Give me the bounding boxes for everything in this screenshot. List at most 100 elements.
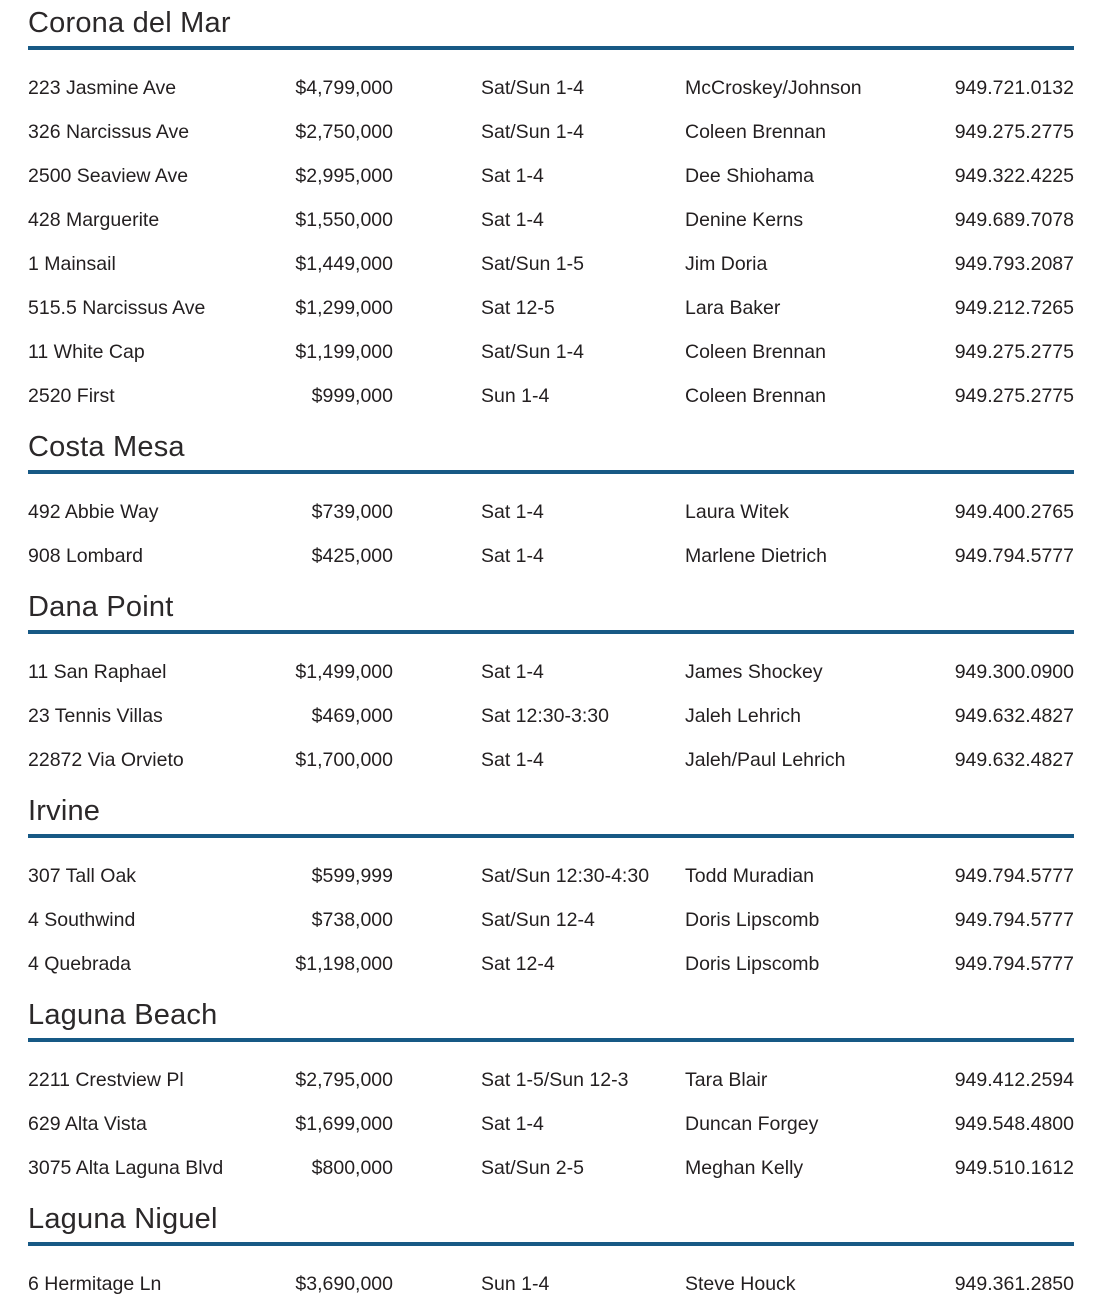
listing-row: 2211 Crestview Pl $2,795,000 Sat 1-5/Sun… — [28, 1058, 1074, 1102]
listing-price: $1,299,000 — [295, 297, 393, 319]
listing-agent: James Shockey — [685, 661, 823, 683]
listing-agent: Jaleh Lehrich — [685, 705, 801, 727]
listing-row: 2520 First $999,000 Sun 1-4 Coleen Brenn… — [28, 374, 1074, 418]
listing-address: 428 Marguerite — [28, 209, 160, 231]
listing-open-house-time: Sat/Sun 1-4 — [481, 77, 584, 99]
city-heading: Costa Mesa — [28, 430, 1074, 474]
listing-address: 4 Southwind — [28, 909, 136, 931]
city-heading: Laguna Niguel — [28, 1202, 1074, 1246]
listing-price: $1,199,000 — [295, 341, 393, 363]
listing-address: 223 Jasmine Ave — [28, 77, 177, 99]
listing-agent: Dee Shiohama — [685, 165, 814, 187]
listing-address: 307 Tall Oak — [28, 865, 137, 887]
listing-phone: 949.794.5777 — [954, 545, 1074, 567]
listing-price: $2,995,000 — [295, 165, 393, 187]
listing-price: $1,198,000 — [295, 953, 393, 975]
listing-agent: Coleen Brennan — [685, 121, 826, 143]
listing-rows: 307 Tall Oak $599,999 Sat/Sun 12:30-4:30… — [28, 854, 1074, 986]
listing-row: 428 Marguerite $1,550,000 Sat 1-4 Denine… — [28, 198, 1074, 242]
listing-price: $1,699,000 — [295, 1113, 393, 1135]
listing-address: 629 Alta Vista — [28, 1113, 147, 1135]
listing-agent: McCroskey/Johnson — [685, 77, 862, 99]
listing-rows: 6 Hermitage Ln $3,690,000 Sun 1-4 Steve … — [28, 1262, 1074, 1306]
listing-phone: 949.689.7078 — [954, 209, 1074, 231]
listing-address: 908 Lombard — [28, 545, 143, 567]
listing-row: 492 Abbie Way $739,000 Sat 1-4 Laura Wit… — [28, 490, 1074, 534]
listing-open-house-time: Sat/Sun 1-4 — [481, 121, 584, 143]
listing-address: 11 San Raphael — [28, 661, 167, 683]
listing-address: 2500 Seaview Ave — [28, 165, 189, 187]
listing-row: 3075 Alta Laguna Blvd $800,000 Sat/Sun 2… — [28, 1146, 1074, 1190]
listing-price: $1,550,000 — [295, 209, 393, 231]
listing-price: $1,700,000 — [295, 749, 393, 771]
listing-phone: 949.400.2765 — [954, 501, 1074, 523]
listing-rows: 492 Abbie Way $739,000 Sat 1-4 Laura Wit… — [28, 490, 1074, 578]
listing-open-house-time: Sat/Sun 12:30-4:30 — [481, 865, 650, 887]
listing-address: 3075 Alta Laguna Blvd — [28, 1157, 224, 1179]
city-section: Irvine 307 Tall Oak $599,999 Sat/Sun 12:… — [28, 794, 1074, 986]
listing-open-house-time: Sat 1-4 — [481, 1113, 544, 1135]
listing-address: 326 Narcissus Ave — [28, 121, 190, 143]
listing-row: 6 Hermitage Ln $3,690,000 Sun 1-4 Steve … — [28, 1262, 1074, 1306]
listing-address: 11 White Cap — [28, 341, 145, 363]
listing-open-house-time: Sat/Sun 12-4 — [481, 909, 595, 931]
listing-phone: 949.632.4827 — [954, 705, 1074, 727]
listing-address: 2211 Crestview Pl — [28, 1069, 184, 1091]
listing-price: $469,000 — [311, 705, 393, 727]
listing-agent: Denine Kerns — [685, 209, 804, 231]
listing-price: $2,750,000 — [295, 121, 393, 143]
listing-price: $800,000 — [311, 1157, 393, 1179]
listing-price: $1,449,000 — [295, 253, 393, 275]
listing-price: $738,000 — [311, 909, 393, 931]
listing-rows: 11 San Raphael $1,499,000 Sat 1-4 James … — [28, 650, 1074, 782]
listing-agent: Tara Blair — [685, 1069, 768, 1091]
city-heading: Corona del Mar — [28, 6, 1074, 50]
listing-open-house-time: Sat 1-4 — [481, 749, 544, 771]
city-section: Dana Point 11 San Raphael $1,499,000 Sat… — [28, 590, 1074, 782]
listing-row: 307 Tall Oak $599,999 Sat/Sun 12:30-4:30… — [28, 854, 1074, 898]
listing-phone: 949.793.2087 — [954, 253, 1074, 275]
listing-agent: Doris Lipscomb — [685, 953, 820, 975]
listing-price: $599,999 — [311, 865, 393, 887]
listing-phone: 949.322.4225 — [954, 165, 1074, 187]
listing-phone: 949.275.2775 — [954, 385, 1074, 407]
listing-address: 515.5 Narcissus Ave — [28, 297, 206, 319]
listing-address: 4 Quebrada — [28, 953, 131, 975]
listing-open-house-time: Sat 12:30-3:30 — [481, 705, 609, 727]
listing-agent: Duncan Forgey — [685, 1113, 819, 1135]
listing-price: $3,690,000 — [295, 1273, 393, 1295]
listing-price: $739,000 — [311, 501, 393, 523]
listing-phone: 949.275.2775 — [954, 341, 1074, 363]
listing-agent: Marlene Dietrich — [685, 545, 827, 567]
listing-row: 908 Lombard $425,000 Sat 1-4 Marlene Die… — [28, 534, 1074, 578]
listing-row: 223 Jasmine Ave $4,799,000 Sat/Sun 1-4 M… — [28, 66, 1074, 110]
city-heading: Dana Point — [28, 590, 1074, 634]
listing-price: $4,799,000 — [295, 77, 393, 99]
listing-agent: Jim Doria — [685, 253, 768, 275]
listing-address: 2520 First — [28, 385, 115, 407]
listing-price: $425,000 — [311, 545, 393, 567]
listing-open-house-time: Sat 12-5 — [481, 297, 555, 319]
listing-agent: Steve Houck — [685, 1273, 796, 1295]
listing-row: 4 Southwind $738,000 Sat/Sun 12-4 Doris … — [28, 898, 1074, 942]
listing-row: 326 Narcissus Ave $2,750,000 Sat/Sun 1-4… — [28, 110, 1074, 154]
listing-agent: Coleen Brennan — [685, 385, 826, 407]
listing-phone: 949.212.7265 — [954, 297, 1074, 319]
listing-phone: 949.794.5777 — [954, 909, 1074, 931]
city-section: Corona del Mar 223 Jasmine Ave $4,799,00… — [28, 6, 1074, 418]
listing-price: $999,000 — [311, 385, 393, 407]
listing-phone: 949.361.2850 — [954, 1273, 1074, 1295]
listing-agent: Meghan Kelly — [685, 1157, 804, 1179]
city-section: Laguna Beach 2211 Crestview Pl $2,795,00… — [28, 998, 1074, 1190]
listing-phone: 949.632.4827 — [954, 749, 1074, 771]
listing-phone: 949.275.2775 — [954, 121, 1074, 143]
listing-address: 492 Abbie Way — [28, 501, 159, 523]
listing-agent: Doris Lipscomb — [685, 909, 820, 931]
listing-open-house-time: Sun 1-4 — [481, 385, 550, 407]
listing-address: 23 Tennis Villas — [28, 705, 163, 727]
listing-rows: 2211 Crestview Pl $2,795,000 Sat 1-5/Sun… — [28, 1058, 1074, 1190]
listing-open-house-time: Sat 1-4 — [481, 209, 544, 231]
listing-open-house-time: Sat 1-5/Sun 12-3 — [481, 1069, 629, 1091]
listing-address: 6 Hermitage Ln — [28, 1273, 162, 1295]
listing-row: 629 Alta Vista $1,699,000 Sat 1-4 Duncan… — [28, 1102, 1074, 1146]
